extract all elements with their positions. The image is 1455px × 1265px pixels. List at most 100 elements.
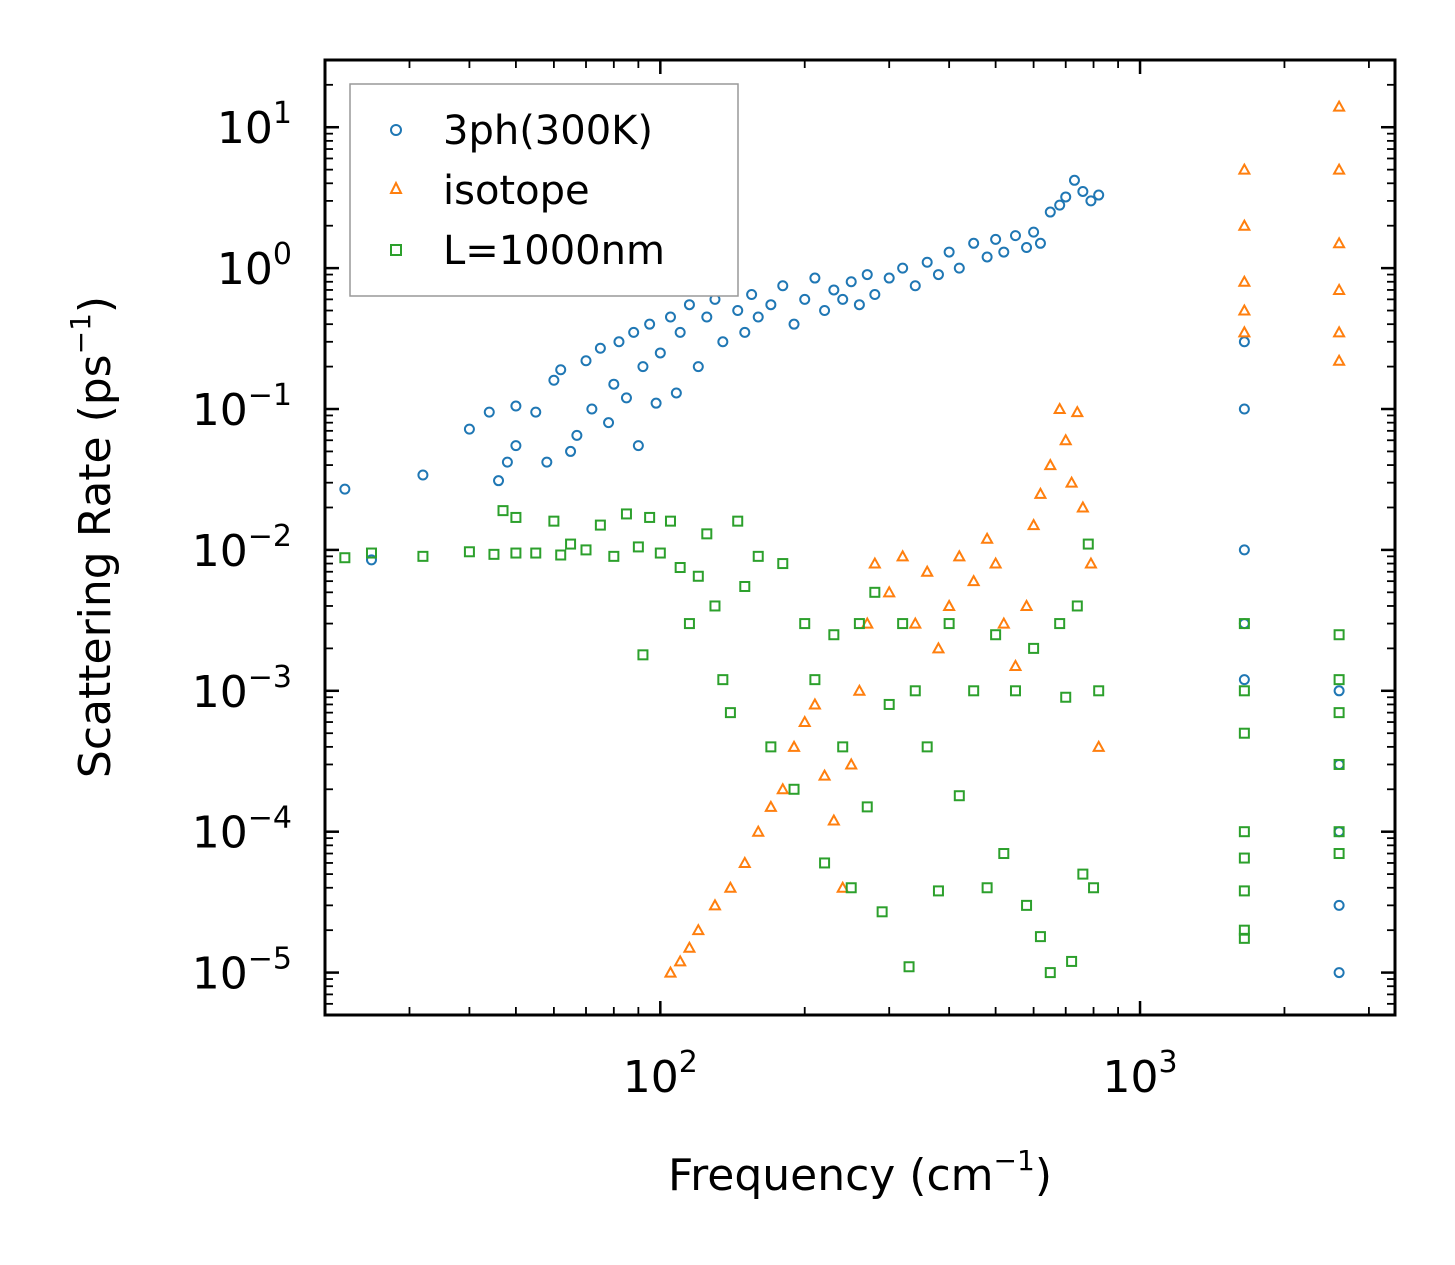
point-series-1-36 — [1052, 401, 1067, 415]
point-series-1-9 — [776, 782, 790, 795]
point-series-0-5 — [493, 475, 505, 487]
y-tick-label-2: 10−1 — [192, 378, 292, 436]
point-series-0-70 — [1060, 191, 1072, 203]
point-series-2-9 — [548, 515, 560, 527]
point-series-2-11 — [565, 538, 577, 550]
point-series-2-65 — [1077, 868, 1089, 880]
point-series-2-0 — [339, 552, 351, 564]
tick-labels: 102 103 101 100 10−1 10−2 10−3 10−4 10−5 — [192, 96, 1178, 1103]
point-series-1-11 — [798, 714, 812, 728]
point-series-0-73 — [1085, 195, 1097, 207]
point-series-2-29 — [739, 580, 751, 592]
point-series-2-45 — [897, 618, 909, 630]
point-series-2-42 — [869, 586, 881, 598]
point-series-1-10 — [787, 739, 801, 752]
point-series-0-68 — [1044, 206, 1056, 218]
point-series-1-49 — [1332, 162, 1346, 175]
point-series-2-10 — [555, 549, 567, 561]
point-series-1-50 — [1332, 236, 1346, 249]
point-series-0-8 — [510, 440, 522, 452]
point-series-0-66 — [1028, 226, 1040, 238]
point-series-1-6 — [738, 855, 752, 868]
point-series-1-14 — [827, 813, 841, 826]
point-series-0-18 — [603, 417, 615, 429]
point-series-2-15 — [620, 508, 632, 520]
point-series-2-81 — [1333, 826, 1345, 838]
y-tick-label-4: 10−3 — [192, 660, 292, 718]
point-series-0-0 — [339, 483, 351, 495]
point-series-1-34 — [1033, 486, 1048, 499]
point-series-1-8 — [764, 799, 778, 812]
point-series-2-48 — [921, 741, 933, 753]
axis-ticks — [324, 59, 1395, 1016]
point-series-0-32 — [692, 361, 704, 373]
point-series-2-6 — [510, 547, 522, 559]
point-series-0-46 — [819, 305, 831, 317]
point-series-0-39 — [746, 288, 758, 300]
point-series-2-66 — [1082, 538, 1094, 550]
point-series-0-26 — [650, 397, 662, 409]
point-series-1-27 — [966, 574, 981, 587]
point-series-1-31 — [1008, 658, 1023, 671]
point-series-0-16 — [586, 403, 598, 415]
point-series-1-39 — [1070, 405, 1085, 418]
point-series-0-65 — [1021, 242, 1033, 254]
point-series-2-52 — [968, 685, 980, 697]
point-series-2-60 — [1044, 967, 1056, 979]
x-tick-label-0: 102 — [623, 1045, 698, 1103]
point-series-1-29 — [988, 556, 1003, 569]
point-series-0-23 — [632, 440, 644, 452]
point-series-2-71 — [1238, 727, 1250, 739]
point-series-2-43 — [876, 906, 888, 918]
point-series-2-30 — [752, 550, 764, 562]
point-series-2-19 — [654, 547, 666, 559]
point-series-1-48 — [1332, 99, 1346, 112]
point-series-0-15 — [580, 355, 592, 367]
point-series-1-5 — [723, 880, 738, 893]
point-series-1-22 — [908, 616, 922, 629]
point-series-0-58 — [943, 246, 955, 258]
legend-marker-3ph — [390, 124, 402, 136]
x-tick-label-1: 103 — [1102, 1045, 1177, 1103]
point-series-0-83 — [1333, 899, 1345, 911]
point-series-0-17 — [594, 342, 606, 354]
legend-marker-isotope — [389, 180, 403, 194]
y-tick-label-0: 101 — [217, 96, 292, 154]
point-series-1-12 — [808, 697, 822, 710]
point-series-0-48 — [837, 293, 849, 305]
point-series-0-30 — [674, 326, 686, 338]
point-series-0-10 — [541, 456, 553, 468]
point-series-1-16 — [844, 757, 858, 770]
point-series-0-19 — [608, 378, 620, 390]
point-series-0-78 — [1238, 618, 1250, 630]
point-series-0-40 — [752, 311, 764, 323]
point-series-2-27 — [724, 707, 736, 719]
point-series-2-14 — [608, 550, 620, 562]
point-series-1-21 — [895, 549, 910, 562]
point-series-0-4 — [483, 406, 495, 418]
point-series-2-2 — [417, 550, 429, 562]
point-series-0-57 — [932, 269, 944, 281]
data-points — [339, 99, 1346, 979]
point-series-2-24 — [701, 528, 713, 540]
point-series-2-16 — [632, 541, 644, 553]
point-series-0-52 — [869, 288, 881, 300]
point-series-1-38 — [1064, 475, 1079, 488]
point-series-2-13 — [594, 519, 606, 531]
point-series-0-72 — [1077, 185, 1089, 197]
point-series-2-17 — [637, 649, 649, 661]
point-series-1-15 — [836, 880, 850, 893]
point-series-1-35 — [1043, 458, 1057, 471]
point-series-1-25 — [942, 598, 956, 611]
point-series-2-72 — [1238, 826, 1250, 838]
point-series-2-36 — [819, 857, 831, 869]
point-series-0-47 — [828, 284, 840, 296]
point-series-2-31 — [765, 741, 777, 753]
point-series-2-38 — [837, 741, 849, 753]
point-series-0-22 — [628, 326, 640, 338]
point-series-2-80 — [1333, 758, 1345, 770]
point-series-0-51 — [861, 269, 873, 281]
point-series-2-64 — [1071, 600, 1083, 612]
point-series-0-77 — [1238, 544, 1250, 556]
